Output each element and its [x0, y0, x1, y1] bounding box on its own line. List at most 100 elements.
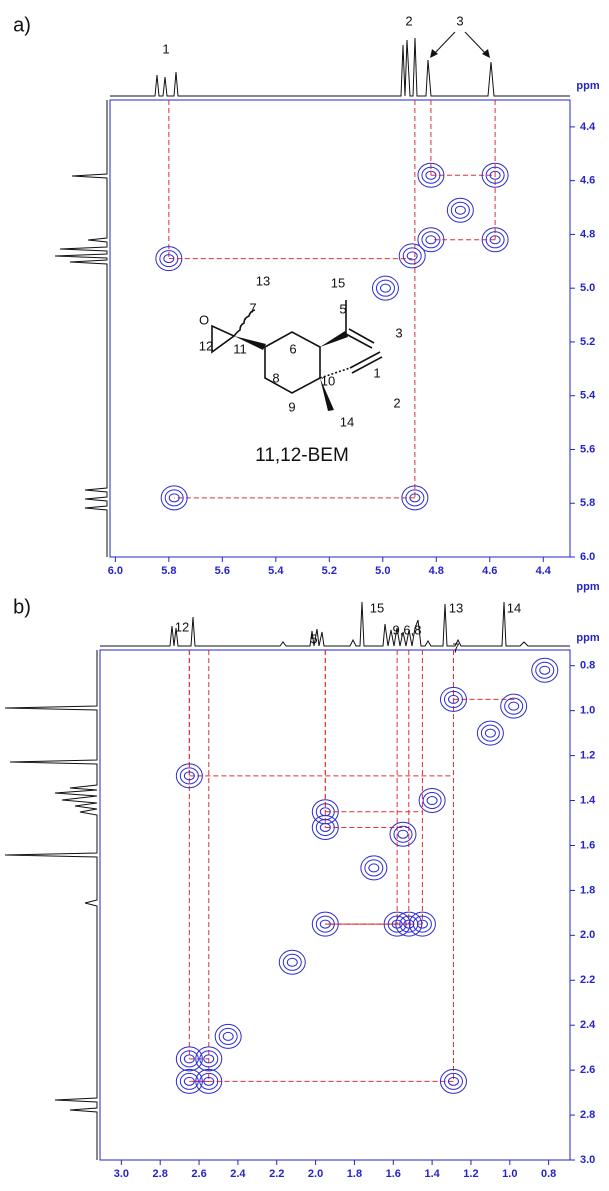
y-tick-label: 3.0	[580, 1154, 595, 1166]
cross-peak	[531, 657, 559, 683]
cross-peak	[485, 166, 505, 184]
y-axis-label: ppm	[576, 632, 599, 644]
x-tick-label: 5.4	[268, 565, 284, 577]
atom-label: 8	[272, 370, 279, 385]
epoxide	[211, 324, 236, 354]
y-tick-label: 4.8	[580, 228, 595, 240]
cross-peak	[379, 283, 391, 293]
x-tick-label: 0.8	[541, 1168, 556, 1180]
cross-peak	[484, 728, 496, 738]
cross-peak	[375, 279, 395, 297]
cross-peak	[421, 231, 441, 249]
compound-name: 11,12-BEM	[255, 445, 349, 466]
cross-peak	[183, 1076, 195, 1086]
x-axis-label: ppm	[576, 581, 599, 593]
x-tick-label: 5.0	[375, 565, 390, 577]
x-tick-label: 5.8	[161, 565, 176, 577]
x-tick-label: 2.6	[191, 1168, 206, 1180]
cross-peak	[408, 911, 436, 937]
cross-peak	[393, 825, 413, 843]
y-tick-label: 1.4	[580, 794, 596, 806]
x-tick-label: 1.4	[424, 1168, 440, 1180]
cross-peak	[480, 724, 500, 742]
x-tick-label: 1.0	[502, 1168, 517, 1180]
cross-peak	[508, 701, 520, 711]
atom-label: 5	[339, 301, 346, 316]
cross-peak	[164, 489, 184, 507]
plot-frame	[99, 649, 571, 1161]
cross-peak	[389, 821, 417, 847]
cross-peak	[278, 949, 306, 975]
peak-label: 1	[162, 41, 169, 56]
y-tick-label: 5.0	[580, 282, 595, 294]
cross-peak	[218, 1027, 238, 1045]
cross-peak	[395, 911, 423, 937]
top-trace	[110, 37, 570, 97]
cross-peak	[416, 919, 428, 929]
wavy-bond	[233, 309, 256, 337]
cross-peak	[422, 792, 442, 810]
cross-peak	[319, 919, 331, 929]
wedge-bond	[320, 331, 348, 347]
panel-label: a)	[13, 14, 31, 36]
peak-label: 3	[456, 13, 463, 28]
cross-peak	[199, 1050, 219, 1068]
cross-peak	[481, 162, 509, 188]
atom-label: 14	[340, 414, 354, 429]
cross-peak	[368, 863, 380, 873]
x-tick-label: 5.6	[215, 565, 230, 577]
atom-label: 6	[289, 341, 296, 356]
y-tick-label: 4.4	[580, 121, 596, 133]
y-tick-label: 2.0	[580, 929, 595, 941]
cross-peak	[364, 859, 384, 877]
cross-peak	[286, 957, 298, 967]
cross-peak	[203, 1054, 215, 1064]
cross-peak	[443, 690, 463, 708]
cross-peak	[481, 227, 509, 253]
x-tick-label: 4.4	[536, 565, 552, 577]
x-tick-label: 1.6	[386, 1168, 401, 1180]
vinyl-dashed	[319, 367, 351, 379]
cross-peak	[489, 235, 501, 245]
peak-label: 7	[452, 640, 459, 655]
atom-label: 3	[395, 325, 402, 340]
cross-peak	[168, 493, 180, 503]
cross-peak	[179, 767, 199, 785]
cross-peak	[539, 665, 551, 675]
cross-peak	[383, 911, 411, 937]
cross-peak	[199, 1072, 219, 1090]
cross-peak	[203, 1076, 215, 1086]
cross-peak	[439, 686, 467, 712]
y-tick-label: 1.8	[580, 884, 595, 896]
left-trace	[54, 100, 108, 557]
y-tick-label: 4.6	[580, 175, 595, 187]
cross-peak	[421, 166, 441, 184]
cross-peak	[439, 1068, 467, 1094]
annotation-arrow	[432, 31, 456, 56]
cross-peak	[160, 485, 188, 511]
cross-peak	[179, 1072, 199, 1090]
cross-peak	[425, 170, 437, 180]
x-tick-label: 1.2	[463, 1168, 478, 1180]
atom-label: 2	[393, 395, 400, 410]
y-tick-label: 0.8	[580, 660, 595, 672]
cross-peak	[398, 243, 426, 269]
cross-peak	[155, 246, 183, 272]
cross-peak	[311, 814, 339, 840]
peak-label: 14	[507, 600, 521, 615]
atom-label: 12	[199, 338, 213, 353]
peak-label: 9,6,8	[393, 622, 422, 637]
cross-peak	[405, 489, 425, 507]
peak-label: 12	[175, 619, 189, 634]
arrow-head	[430, 49, 438, 58]
cross-peak	[387, 915, 407, 933]
cross-peak	[195, 1068, 223, 1094]
cross-peak	[446, 197, 474, 223]
x-tick-label: 5.2	[322, 565, 337, 577]
cross-peak	[195, 1046, 223, 1072]
y-tick-label: 1.6	[580, 839, 595, 851]
y-tick-label: 2.6	[580, 1064, 595, 1076]
annotation-arrow	[464, 31, 488, 56]
vinyl	[349, 351, 383, 374]
